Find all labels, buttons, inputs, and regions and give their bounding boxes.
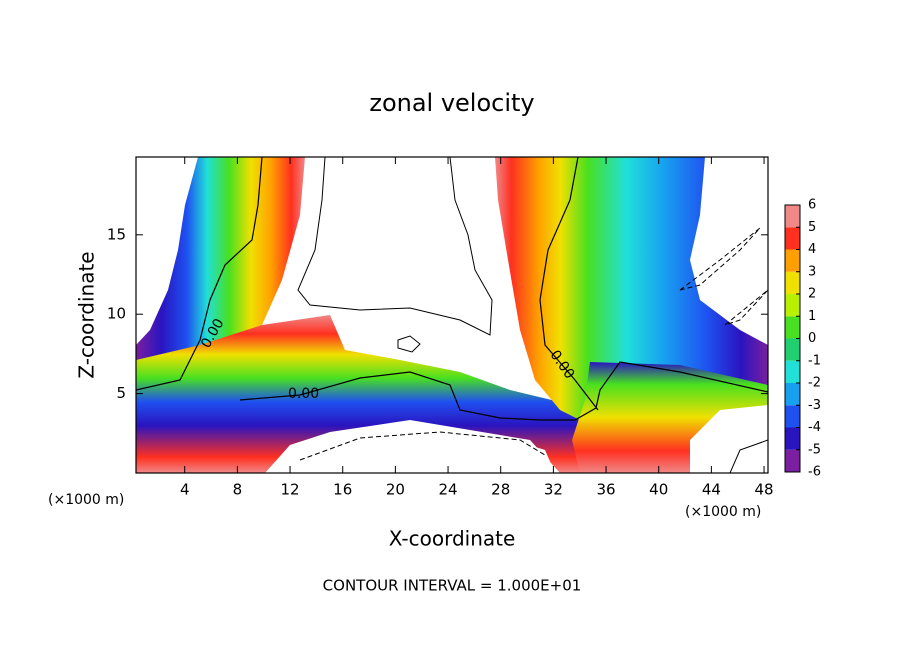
colorbar-band: [785, 383, 800, 406]
x-unit-label: (×1000 m): [685, 504, 761, 520]
colorbar-band: [785, 360, 800, 383]
x-tick-label: 28: [491, 481, 510, 499]
colorbar-tick-label: 6: [808, 198, 816, 213]
contour-line: [397, 335, 421, 353]
plot-frame: [135, 156, 769, 474]
colorbar-band: [785, 227, 800, 250]
contour-line: [539, 157, 599, 411]
contour-line: [136, 157, 263, 391]
chart-title: zonal velocity: [369, 89, 534, 117]
x-tick-label: 4: [180, 481, 190, 499]
colorbar-band: [785, 449, 800, 472]
contour-fill: [136, 315, 610, 473]
x-tick-label: 8: [233, 481, 243, 499]
colorbar-tick-label: -5: [808, 442, 821, 457]
x-unit-label: (×1000 m): [48, 492, 124, 508]
colorbar-tick-label: 1: [808, 309, 816, 324]
contour-line: [729, 439, 768, 473]
x-tick-label: 16: [333, 481, 352, 499]
x-tick-label: 48: [755, 481, 774, 499]
contour-fill: [495, 157, 768, 430]
contour-line: [679, 227, 768, 326]
colorbar-band: [785, 205, 800, 228]
colorbar-tick-label: 2: [808, 287, 816, 302]
contour-line: [239, 361, 768, 421]
x-tick-label: 20: [386, 481, 405, 499]
colorbar-band: [785, 271, 800, 294]
y-tick-label: 15: [107, 225, 126, 243]
contour-line: [299, 431, 546, 461]
x-tick-label: 36: [597, 481, 616, 499]
colorbar-band: [785, 338, 800, 361]
colorbar-tick-label: -6: [808, 465, 821, 480]
colorbar-tick-label: 0: [808, 331, 816, 346]
colorbar-band: [785, 249, 800, 272]
contour-line: [297, 157, 493, 336]
contour-label: 0.00: [288, 386, 319, 402]
contour-fill: [136, 157, 305, 390]
y-tick-label: 10: [107, 305, 126, 323]
colorbar-tick-label: -1: [808, 353, 821, 368]
colorbar-band: [785, 294, 800, 317]
colorbar-tick-label: 3: [808, 264, 816, 279]
contour-field: [136, 157, 768, 473]
contour-fill: [572, 362, 768, 473]
colorbar-tick-label: -2: [808, 376, 821, 391]
x-axis-label: X-coordinate: [389, 527, 516, 551]
x-tick-label: 44: [702, 481, 721, 499]
x-tick-label: 32: [544, 481, 563, 499]
colorbar-tick-label: -3: [808, 398, 821, 413]
y-axis-label: Z-coordinate: [75, 251, 99, 378]
colorbar-tick-label: -4: [808, 420, 821, 435]
annotation: CONTOUR INTERVAL = 1.000E+01: [323, 577, 582, 595]
x-tick-label: 40: [649, 481, 668, 499]
colorbar-band: [785, 427, 800, 450]
y-tick-label: 5: [116, 384, 126, 402]
colorbar-band: [785, 405, 800, 428]
x-tick-label: 12: [281, 481, 300, 499]
colorbar-band: [785, 316, 800, 339]
x-tick-label: 24: [439, 481, 458, 499]
colorbar-tick-label: 5: [808, 220, 816, 235]
colorbar-tick-label: 4: [808, 242, 816, 257]
